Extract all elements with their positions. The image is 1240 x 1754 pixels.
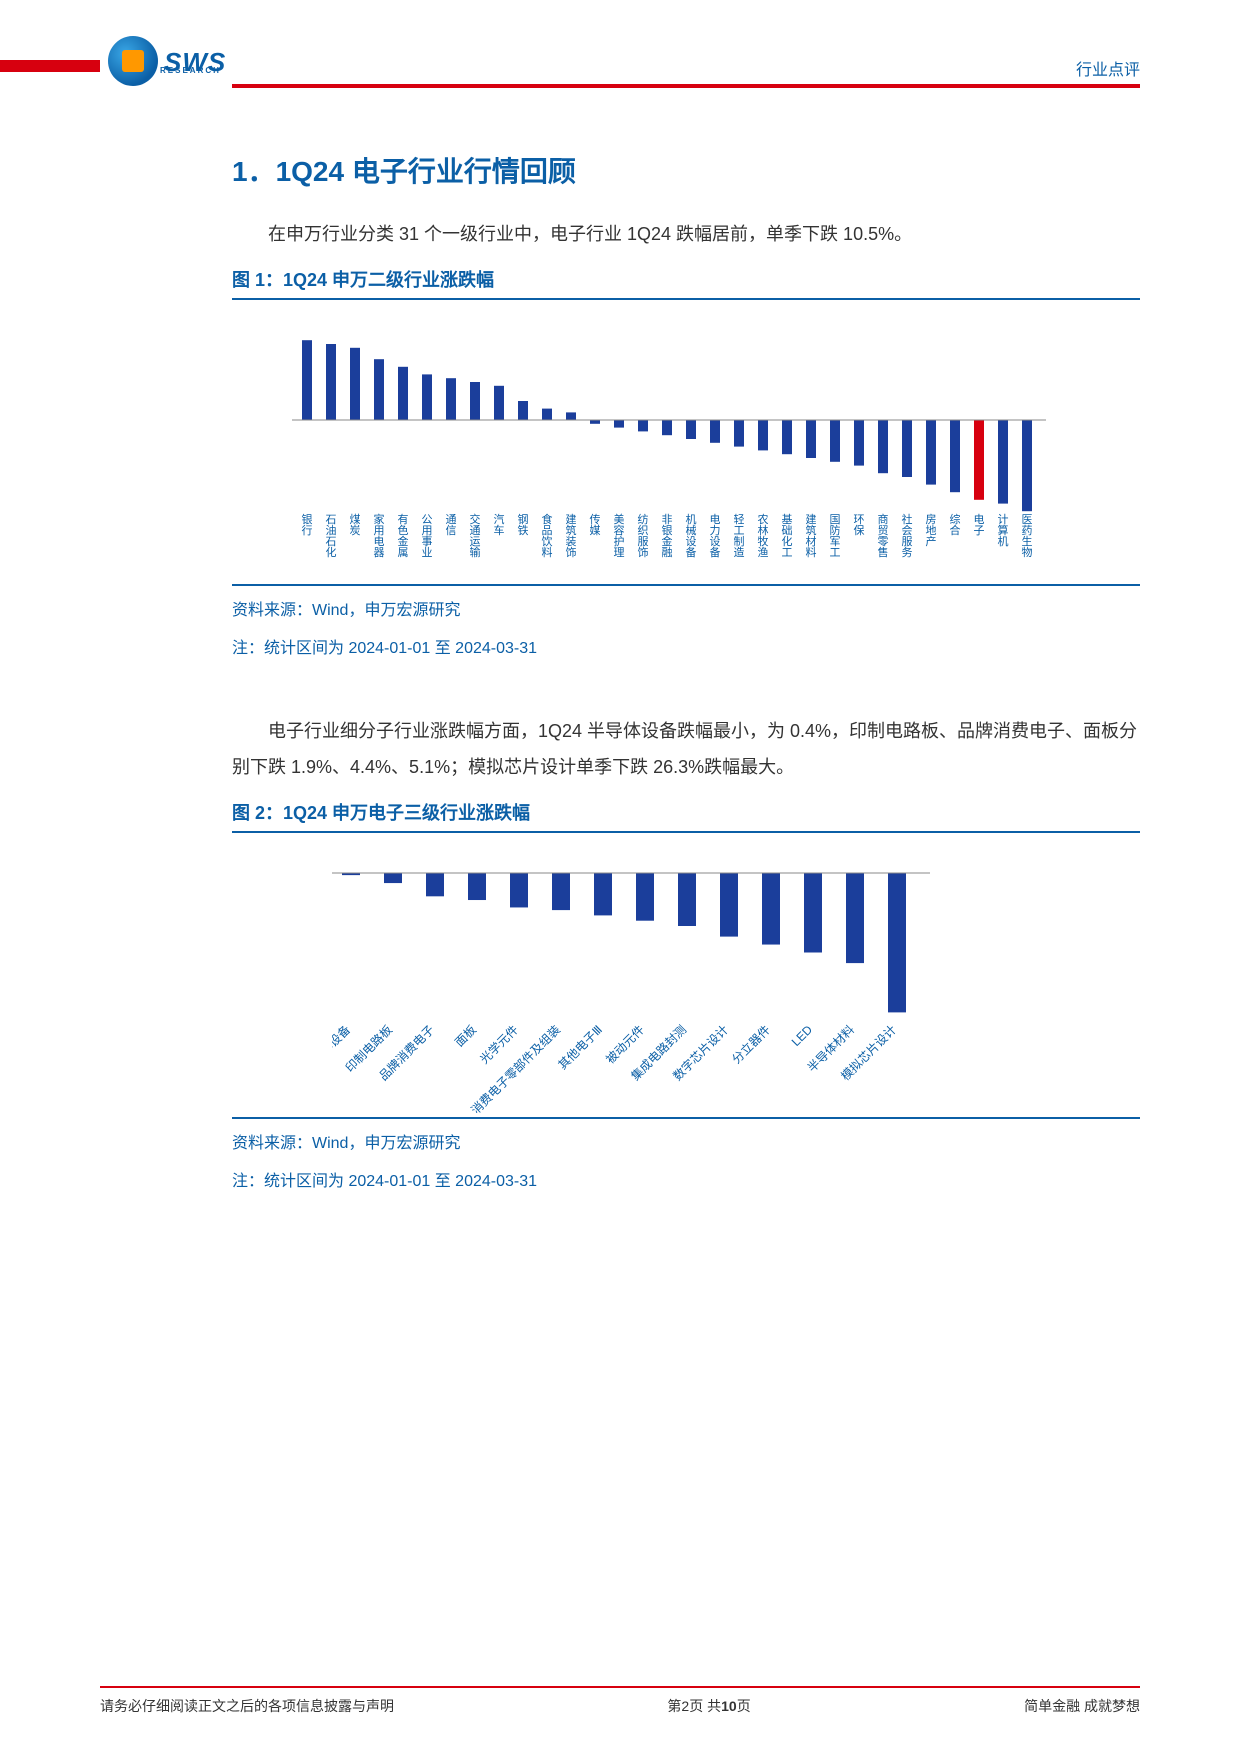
fig2-note: 注：统计区间为 2024-01-01 至 2024-03-31: [232, 1167, 1140, 1197]
fig2-title: 图 2：1Q24 申万电子三级行业涨跌幅: [232, 799, 1140, 833]
svg-text:食品饮料: 食品饮料: [542, 512, 553, 559]
svg-text:银行: 银行: [302, 512, 313, 537]
page-prefix: 第: [667, 1698, 681, 1714]
svg-text:电力设备: 电力设备: [710, 513, 721, 559]
svg-text:光学元件: 光学元件: [477, 1022, 522, 1067]
red-stripe-left: [0, 60, 100, 72]
content: 1．1Q24 电子行业行情回顾 在申万行业分类 31 个一级行业中，电子行业 1…: [232, 150, 1140, 1198]
svg-text:国防军工: 国防军工: [830, 513, 841, 559]
svg-text:医药生物: 医药生物: [1022, 514, 1033, 559]
red-rule-right: [232, 84, 1140, 88]
fig1-bar-chart: 银行 石油石化 煤炭 家用电器 有色金属 公用事业 通信 交通运输 汽车钢铁 食品饮料 建筑装饰 传媒…: [292, 320, 1052, 580]
svg-text:有色金属: 有色金属: [398, 512, 409, 559]
header-label: 行业点评: [1076, 56, 1140, 80]
svg-text:LED: LED: [789, 1022, 816, 1049]
svg-text:房地产: 房地产: [926, 513, 937, 548]
fig1-chart-wrap: 银行 石油石化 煤炭 家用电器 有色金属 公用事业 通信 交通运输 汽车钢铁 食品饮料 建筑装饰 传媒…: [232, 310, 1140, 586]
svg-text:交通运输: 交通运输: [470, 512, 481, 559]
sws-logo-icon: [108, 36, 158, 86]
footer-disclaimer: 请务必仔细阅读正文之后的各项信息披露与声明: [100, 1696, 394, 1716]
svg-text:面板: 面板: [452, 1022, 479, 1049]
svg-text:分立器件: 分立器件: [729, 1022, 774, 1067]
svg-text:传媒: 传媒: [590, 513, 601, 537]
page-suffix: 页: [737, 1698, 751, 1714]
svg-text:家用电器: 家用电器: [374, 512, 385, 559]
page-mid: 页 共: [689, 1698, 721, 1714]
fig2-bar-chart: 半导体设备印制电路板品牌消费电子面板光学元件消费电子零部件及组装其他电子Ⅲ被动元…: [332, 853, 972, 1113]
page-total: 10: [721, 1698, 737, 1714]
fig1-note: 注：统计区间为 2024-01-01 至 2024-03-31: [232, 634, 1140, 664]
svg-text:公用事业: 公用事业: [422, 514, 433, 559]
svg-text:石油石化: 石油石化: [326, 514, 337, 559]
svg-text:建筑装饰: 建筑装饰: [566, 512, 577, 559]
svg-text:纺织服饰: 纺织服饰: [638, 512, 649, 559]
footer-tagline: 简单金融 成就梦想: [1024, 1696, 1140, 1716]
svg-text:美容护理: 美容护理: [614, 513, 625, 559]
fig2-chart-wrap: 半导体设备印制电路板品牌消费电子面板光学元件消费电子零部件及组装其他电子Ⅲ被动元…: [232, 843, 1140, 1119]
footer-page: 第2页 共10页: [667, 1696, 750, 1716]
svg-text:钢铁: 钢铁: [518, 513, 529, 537]
svg-text:基础化工: 基础化工: [782, 513, 793, 559]
svg-text:轻工制造: 轻工制造: [734, 512, 745, 559]
svg-text:煤炭: 煤炭: [350, 513, 361, 537]
svg-text:电子: 电子: [974, 513, 985, 537]
svg-text:汽车: 汽车: [494, 512, 505, 537]
intro-paragraph-2: 电子行业细分子行业涨跌幅方面，1Q24 半导体设备跌幅最小，为 0.4%，印制电…: [232, 713, 1140, 785]
svg-text:计算机: 计算机: [998, 513, 1009, 548]
sws-logo-sub: RESEARCH: [160, 66, 221, 75]
svg-text:建筑材料: 建筑材料: [806, 512, 817, 559]
svg-text:农林牧渔: 农林牧渔: [758, 512, 769, 559]
svg-text:商贸零售: 商贸零售: [878, 512, 889, 559]
fig1-source: 资料来源：Wind，申万宏源研究: [232, 596, 1140, 626]
svg-text:通信: 通信: [446, 513, 457, 537]
fig1-title: 图 1：1Q24 申万二级行业涨跌幅: [232, 266, 1140, 300]
intro-paragraph-1: 在申万行业分类 31 个一级行业中，电子行业 1Q24 跌幅居前，单季下跌 10…: [232, 216, 1140, 252]
svg-text:其他电子Ⅲ: 其他电子Ⅲ: [555, 1022, 605, 1072]
svg-text:综合: 综合: [950, 512, 961, 537]
fig2-source: 资料来源：Wind，申万宏源研究: [232, 1129, 1140, 1159]
footer: 请务必仔细阅读正文之后的各项信息披露与声明 第2页 共10页 简单金融 成就梦想: [100, 1686, 1140, 1716]
svg-text:社会服务: 社会服务: [902, 512, 913, 559]
svg-text:机械设备: 机械设备: [686, 512, 697, 559]
section-title: 1．1Q24 电子行业行情回顾: [232, 150, 1140, 190]
svg-text:非银金融: 非银金融: [662, 513, 673, 559]
svg-text:环保: 环保: [854, 514, 865, 537]
